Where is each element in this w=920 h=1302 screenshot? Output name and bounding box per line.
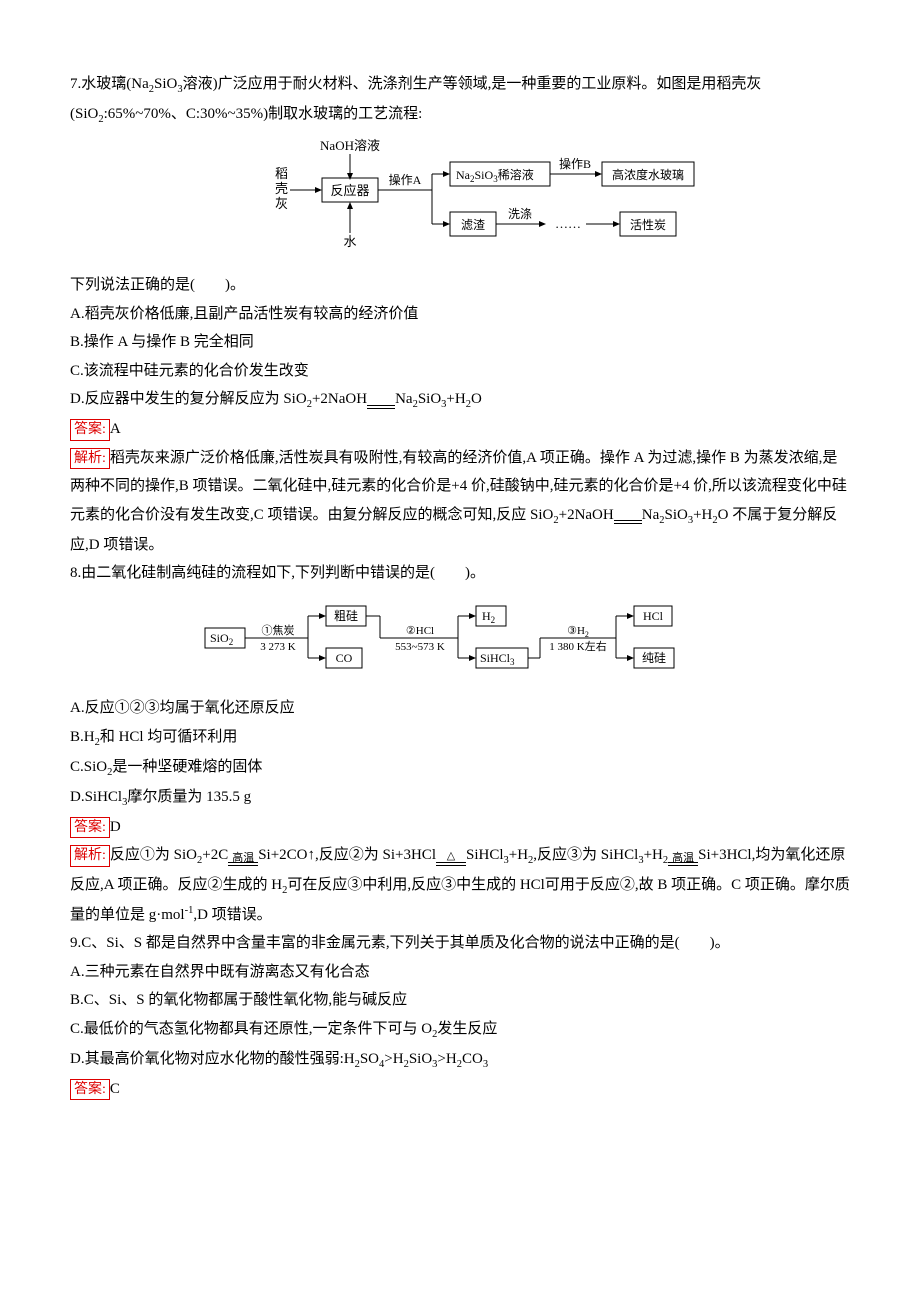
q7-stem: 7.水玻璃(Na2SiO3溶液)广泛应用于耐火材料、洗涤剂生产等领域,是一种重要… <box>70 70 850 130</box>
reactor: 反应器 <box>330 183 369 198</box>
husk1: 稻 <box>275 166 288 181</box>
exp-label: 解析: <box>70 845 110 867</box>
label-naoh: NaOH溶液 <box>320 138 380 153</box>
hcl: HCl <box>643 609 664 623</box>
t: Na <box>642 507 660 523</box>
t: SO <box>360 1051 379 1067</box>
q8-stem: 8.由二氧化硅制高纯硅的流程如下,下列判断中错误的是( )。 <box>70 559 850 588</box>
t: 是一种坚硬难熔的固体 <box>112 759 262 775</box>
q7-prompt: 下列说法正确的是( )。 <box>70 271 850 300</box>
answer-value: C <box>110 1081 120 1097</box>
opA: 操作A <box>389 172 422 187</box>
q8-optD: D.SiHCl3摩尔质量为 135.5 g <box>70 783 850 813</box>
opB: 操作B <box>559 156 591 171</box>
t: CO <box>462 1051 483 1067</box>
q9-optA: A.三种元素在自然界中既有游离态又有化合态 <box>70 958 850 987</box>
t: SiO <box>664 507 687 523</box>
q7-explanation: 解析:稻壳灰来源广泛价格低廉,活性炭具有吸附性,有较高的经济价值,A 项正确。操… <box>70 444 850 559</box>
h2: H2 <box>482 609 495 625</box>
glass: 高浓度水玻璃 <box>612 167 684 182</box>
t: >H <box>437 1051 456 1067</box>
dilute: Na2SiO3稀溶液 <box>456 167 534 184</box>
text: 7.水玻璃(Na <box>70 76 149 92</box>
t: ,D 项错误。 <box>193 907 271 923</box>
husk3: 灰 <box>275 196 288 211</box>
q7-optC: C.该流程中硅元素的化合价发生改变 <box>70 357 850 386</box>
carbon: 活性炭 <box>630 218 666 232</box>
s3t: ③H2 <box>567 625 589 639</box>
q8-explanation: 解析:反应①为 SiO2+2C高温Si+2CO↑,反应②为 Si+3HCl△Si… <box>70 841 850 929</box>
text: SiO <box>154 76 177 92</box>
dots: …… <box>555 216 581 231</box>
t: 反应①为 SiO <box>110 847 197 863</box>
sio2: SiO2 <box>210 631 233 647</box>
t: D.其最高价氧化物对应水化物的酸性强弱:H <box>70 1051 355 1067</box>
answer-label: 答案: <box>70 1079 110 1101</box>
answer-value: A <box>110 421 121 437</box>
sihcl3: SiHCl3 <box>480 651 515 667</box>
q9-answer: 答案:C <box>70 1075 850 1104</box>
q9-optD: D.其最高价氧化物对应水化物的酸性强弱:H2SO4>H2SiO3>H2CO3 <box>70 1045 850 1075</box>
q7-optD: D.反应器中发生的复分解反应为 SiO2+2NaOHNa2SiO3+H2O <box>70 385 850 415</box>
q8-optB: B.H2和 HCl 均可循环利用 <box>70 723 850 753</box>
t: Si+2CO↑,反应②为 Si+3HCl <box>258 847 436 863</box>
t: ,反应③为 SiHCl <box>533 847 638 863</box>
t: O <box>471 391 482 407</box>
q7-optB: B.操作 A 与操作 B 完全相同 <box>70 328 850 357</box>
co: CO <box>336 651 353 665</box>
q8-optA: A.反应①②③均属于氧化还原反应 <box>70 694 850 723</box>
t: +H <box>644 847 663 863</box>
q7-flow-diagram: NaOH溶液 稻 壳 灰 反应器 水 操作A Na2SiO3稀溶液 操作B 高浓… <box>70 138 850 264</box>
s2t: ②HCl <box>406 625 434 637</box>
q8-flow-diagram: SiO2 ①焦炭 3 273 K 粗硅 CO ②HCl 553~573 K H2… <box>70 596 850 687</box>
t: C.SiO <box>70 759 107 775</box>
t: +2NaOH <box>559 507 614 523</box>
q7-answer: 答案:A <box>70 415 850 444</box>
crude: 粗硅 <box>334 609 358 623</box>
water: 水 <box>343 234 356 249</box>
q9-optB: B.C、Si、S 的氧化物都属于酸性氧化物,能与碱反应 <box>70 986 850 1015</box>
t: >H <box>384 1051 403 1067</box>
t: 发生反应 <box>437 1021 497 1037</box>
q8-answer: 答案:D <box>70 813 850 842</box>
t: D.SiHCl <box>70 789 122 805</box>
husk2: 壳 <box>275 181 288 196</box>
wash: 洗涤 <box>508 207 532 221</box>
t: Na <box>395 391 413 407</box>
t: +H <box>446 391 465 407</box>
t: +H <box>693 507 712 523</box>
t: D.反应器中发生的复分解反应为 SiO <box>70 391 307 407</box>
t: SiHCl <box>466 847 504 863</box>
t: +H <box>509 847 528 863</box>
t: +2NaOH <box>312 391 367 407</box>
s1t: ①焦炭 <box>262 624 295 637</box>
t: +2C <box>202 847 228 863</box>
s3b: 1 380 K左右 <box>549 639 606 653</box>
t: 摩尔质量为 135.5 g <box>127 789 251 805</box>
t: 和 HCl 均可循环利用 <box>100 729 238 745</box>
q8-optC: C.SiO2是一种坚硬难熔的固体 <box>70 753 850 783</box>
t: SiO <box>418 391 441 407</box>
t: C.最低价的气态氢化物都具有还原性,一定条件下可与 O <box>70 1021 432 1037</box>
answer-label: 答案: <box>70 817 110 839</box>
s2b: 553~573 K <box>395 641 445 653</box>
exp-label: 解析: <box>70 448 110 470</box>
q7-optA: A.稻壳灰价格低廉,且副产品活性炭有较高的经济价值 <box>70 300 850 329</box>
t: B.H <box>70 729 95 745</box>
pure: 纯硅 <box>642 651 666 665</box>
q9-stem: 9.C、Si、S 都是自然界中含量丰富的非金属元素,下列关于其单质及化合物的说法… <box>70 929 850 958</box>
text: :65%~70%、C:30%~35%)制取水玻璃的工艺流程: <box>104 106 423 122</box>
s: 3 <box>483 1059 488 1070</box>
q9-optC: C.最低价的气态氢化物都具有还原性,一定条件下可与 O2发生反应 <box>70 1015 850 1045</box>
answer-label: 答案: <box>70 419 110 441</box>
residue: 滤渣 <box>461 218 485 232</box>
t: SiO <box>409 1051 432 1067</box>
s1b: 3 273 K <box>260 641 296 653</box>
answer-value: D <box>110 819 121 835</box>
